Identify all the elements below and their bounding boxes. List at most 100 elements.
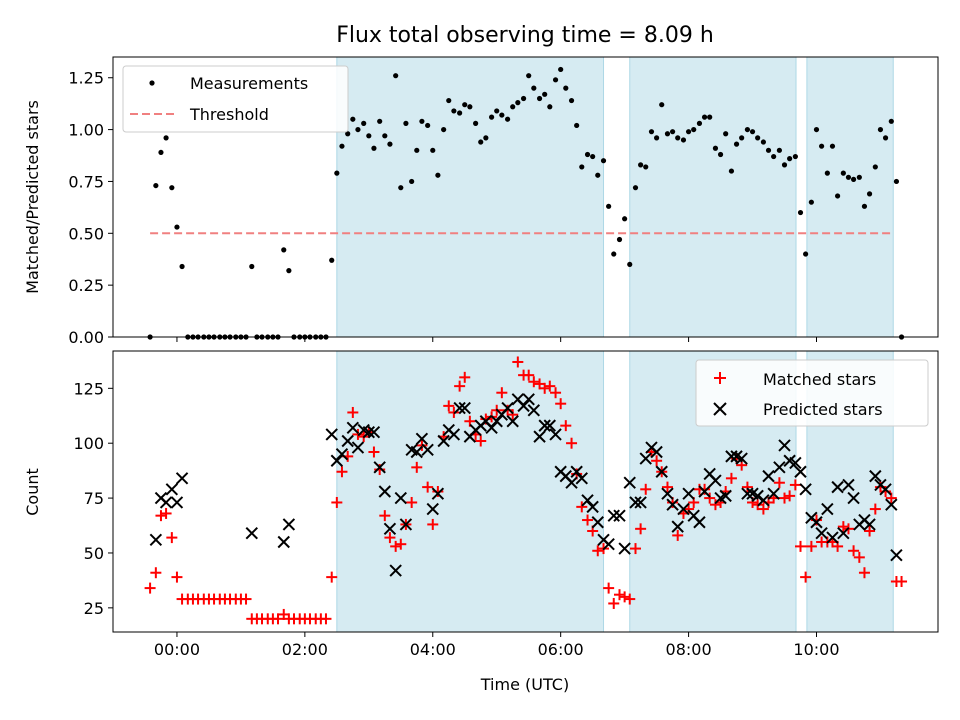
matched-star-point xyxy=(523,369,535,381)
predicted-star-point-b xyxy=(613,509,626,522)
predicted-star-point xyxy=(362,426,376,439)
predicted-star-point-b xyxy=(821,502,834,516)
predicted-star-point xyxy=(591,516,604,529)
predicted-star-point xyxy=(618,542,631,555)
predicted-star-point-b xyxy=(618,542,631,555)
measurement-point xyxy=(355,126,361,133)
measurement-point xyxy=(451,108,457,114)
predicted-star-point xyxy=(661,487,674,500)
measurement-point xyxy=(563,85,569,91)
measurement-point xyxy=(387,141,393,147)
predicted-star-point-b xyxy=(698,485,711,498)
predicted-star-point-b xyxy=(581,494,594,507)
predicted-star-point xyxy=(821,502,834,516)
matched-star-point xyxy=(539,382,551,394)
predicted-star-point xyxy=(431,487,445,500)
predicted-star-point xyxy=(815,527,828,540)
measurement-point xyxy=(547,104,553,110)
top-y-ticks: 0.00 0.25 0.50 0.75 1.00 1.25 xyxy=(68,69,113,347)
measurement-point xyxy=(606,203,612,209)
matched-star-point xyxy=(443,400,455,412)
measurement-point xyxy=(489,114,495,120)
measurement-point xyxy=(648,129,655,135)
measurement-point xyxy=(808,199,814,205)
predicted-star-point xyxy=(501,401,514,415)
matched-star-point xyxy=(422,481,434,493)
measurement-point xyxy=(590,153,596,160)
predicted-star-point xyxy=(671,520,684,533)
predicted-star-point xyxy=(789,456,802,470)
bottom-legend: Matched stars Predicted stars xyxy=(695,359,929,427)
predicted-star-point xyxy=(543,419,557,432)
matched-star-point xyxy=(406,496,418,508)
predicted-star-point xyxy=(698,485,711,498)
predicted-star-point xyxy=(719,489,732,503)
matched-star-point xyxy=(336,466,348,478)
predicted-star-point-b xyxy=(682,487,695,500)
x-tick-label: 10:00 xyxy=(793,640,839,659)
predicted-star-point-b xyxy=(549,428,562,441)
predicted-star-point-b xyxy=(586,500,599,514)
measurement-point xyxy=(803,251,809,257)
measurement-point xyxy=(366,133,372,139)
y-tick-label: 1.00 xyxy=(68,121,104,140)
matched-star-point xyxy=(704,492,716,504)
predicted-star-point xyxy=(885,498,898,511)
predicted-star-point-b xyxy=(389,564,402,577)
threshold-legend-label: Threshold xyxy=(189,105,269,124)
bottom-x-ticks: 00:00 02:00 04:00 06:00 08:00 10:00 xyxy=(154,632,840,659)
predicted-legend-marker xyxy=(713,402,727,416)
predicted-star-point xyxy=(351,441,365,454)
matched-star-point xyxy=(395,538,407,550)
predicted-star-point xyxy=(522,393,535,406)
predicted-star-point-b xyxy=(175,472,189,485)
measurement-point xyxy=(584,151,591,158)
matched-star-point xyxy=(240,593,252,605)
measurement-point xyxy=(707,114,713,120)
predicted-star-point xyxy=(394,491,407,505)
predicted-star-point-b xyxy=(677,502,690,516)
predicted-star-point-b xyxy=(863,518,876,531)
matched-star-point xyxy=(784,490,796,502)
measurement-point xyxy=(627,261,633,268)
predicted-star-point-b xyxy=(687,509,700,522)
predicted-star-point-b xyxy=(773,461,786,474)
predicted-star-point-b xyxy=(602,537,615,551)
predicted-star-point xyxy=(341,434,354,448)
matched-legend-marker xyxy=(714,372,726,384)
measurement-point xyxy=(872,164,878,170)
matched-star-point xyxy=(155,510,167,522)
measurement-point xyxy=(371,145,377,151)
measurement-point xyxy=(329,257,335,263)
predicted-star-point xyxy=(490,415,503,428)
measurement-point xyxy=(542,91,548,97)
measurement-point xyxy=(723,131,729,137)
predicted-star-point-b xyxy=(607,509,620,522)
predicted-star-point xyxy=(639,452,652,465)
predicted-star-point-b xyxy=(661,487,674,500)
top-shaded-regions xyxy=(336,56,894,338)
measurement-point xyxy=(675,135,681,141)
measurement-point xyxy=(483,135,489,141)
predicted-star-point xyxy=(799,483,812,496)
predicted-star-point-b xyxy=(693,516,706,529)
matched-star-point xyxy=(347,406,359,418)
matched-star-point xyxy=(160,507,172,519)
predicted-star-point xyxy=(831,480,844,494)
predicted-star-point-b xyxy=(890,548,903,562)
predicted-star-point xyxy=(709,474,722,487)
predicted-star-point-b xyxy=(575,472,588,485)
predicted-star-point xyxy=(410,445,423,459)
measurement-point xyxy=(622,216,628,222)
measurement-point xyxy=(515,100,521,106)
matched-star-point xyxy=(544,380,556,392)
predicted-star-point-b xyxy=(746,487,759,500)
top-legend: Measurements Threshold xyxy=(122,65,349,133)
y-tick-label: 0.25 xyxy=(68,276,104,295)
measurements-legend-marker xyxy=(149,80,155,86)
measurement-point xyxy=(882,135,889,141)
matched-star-point xyxy=(496,387,508,399)
measurement-point xyxy=(595,172,601,178)
measurement-point xyxy=(792,153,798,160)
predicted-star-point-b xyxy=(533,430,546,443)
